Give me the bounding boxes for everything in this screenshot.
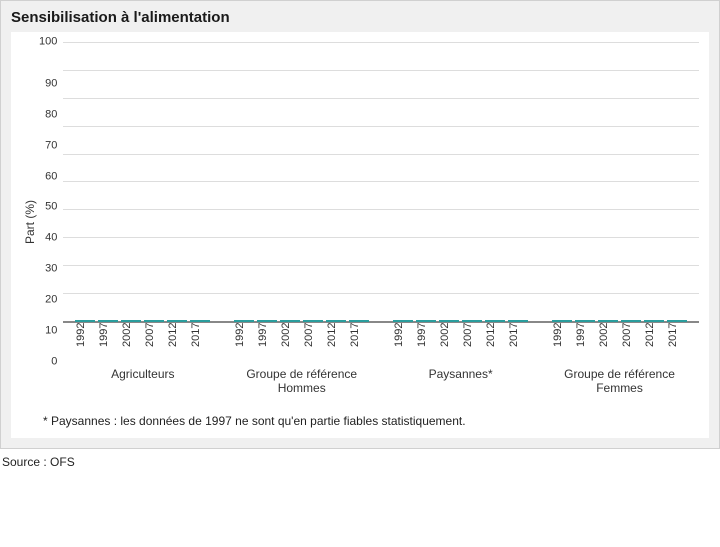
- y-tick: 80: [45, 109, 57, 120]
- bar: [508, 320, 528, 322]
- year-label: 2017: [508, 323, 528, 361]
- y-tick: 90: [45, 78, 57, 89]
- year-label: 2012: [644, 323, 664, 361]
- source-text: Source : OFS: [0, 449, 720, 473]
- plot-area: [63, 42, 699, 323]
- bar: [644, 320, 664, 322]
- y-tick: 0: [51, 356, 57, 367]
- y-tick: 100: [39, 37, 57, 48]
- bar: [393, 320, 413, 322]
- x-axis-labels: 199219972002200720122017Agriculteurs1992…: [63, 323, 699, 402]
- y-tick: 30: [45, 264, 57, 275]
- bar: [144, 320, 164, 322]
- bar-group: [381, 320, 540, 322]
- year-label: 2007: [462, 323, 482, 361]
- bar: [439, 320, 459, 322]
- year-label: 1997: [98, 323, 118, 361]
- group-label: Paysannes*: [429, 367, 493, 381]
- bar: [575, 320, 595, 322]
- y-tick: 40: [45, 233, 57, 244]
- year-label: 1992: [552, 323, 572, 361]
- x-group: 199219972002200720122017 Paysannes*: [381, 323, 540, 402]
- bar-group: [540, 320, 699, 322]
- bar: [349, 320, 369, 322]
- y-tick: 70: [45, 140, 57, 151]
- x-group: 199219972002200720122017 Groupe de référe…: [222, 323, 381, 402]
- chart-body: Part (%) 1009080706050403020100 19921997…: [11, 32, 709, 438]
- y-tick: 60: [45, 171, 57, 182]
- bar-group: [63, 320, 222, 322]
- year-label: 2012: [485, 323, 505, 361]
- gridlines: [63, 42, 699, 322]
- bar: [234, 320, 254, 322]
- footnote: * Paysannes : les données de 1997 ne son…: [31, 402, 689, 438]
- year-label: 2012: [167, 323, 187, 361]
- year-label: 2002: [280, 323, 300, 361]
- year-label: 2002: [598, 323, 618, 361]
- bar: [416, 320, 436, 322]
- bar: [485, 320, 505, 322]
- bar: [280, 320, 300, 322]
- bar: [621, 320, 641, 322]
- bar: [98, 320, 118, 322]
- year-label: 2007: [144, 323, 164, 361]
- bar: [462, 320, 482, 322]
- bar-group: [222, 320, 381, 322]
- bar: [190, 320, 210, 322]
- year-label: 2017: [349, 323, 369, 361]
- year-label: 1997: [257, 323, 277, 361]
- year-label: 1992: [234, 323, 254, 361]
- year-label: 2007: [303, 323, 323, 361]
- year-label: 2012: [326, 323, 346, 361]
- group-label: Groupe de référenceFemmes: [564, 367, 675, 396]
- x-group: 199219972002200720122017 Groupe de référe…: [540, 323, 699, 402]
- bar: [75, 320, 95, 322]
- bar: [598, 320, 618, 322]
- group-label: Agriculteurs: [111, 367, 174, 381]
- year-label: 2002: [439, 323, 459, 361]
- bar: [121, 320, 141, 322]
- y-tick: 10: [45, 326, 57, 337]
- year-label: 2017: [667, 323, 687, 361]
- chart-title: Sensibilisation à l'alimentation: [1, 1, 719, 32]
- bar: [303, 320, 323, 322]
- year-label: 2007: [621, 323, 641, 361]
- bar: [552, 320, 572, 322]
- year-label: 2017: [190, 323, 210, 361]
- bar: [667, 320, 687, 322]
- chart-container: Sensibilisation à l'alimentation Part (%…: [0, 0, 720, 449]
- bar: [167, 320, 187, 322]
- year-label: 1992: [393, 323, 413, 361]
- y-axis-ticks: 1009080706050403020100: [39, 42, 63, 362]
- y-tick: 50: [45, 202, 57, 213]
- y-tick: 20: [45, 295, 57, 306]
- year-label: 1997: [416, 323, 436, 361]
- bar: [326, 320, 346, 322]
- x-group: 199219972002200720122017 Agriculteurs: [63, 323, 222, 402]
- year-label: 1992: [75, 323, 95, 361]
- year-label: 2002: [121, 323, 141, 361]
- year-label: 1997: [575, 323, 595, 361]
- bar: [257, 320, 277, 322]
- y-axis-label: Part (%): [21, 42, 39, 402]
- group-label: Groupe de référenceHommes: [246, 367, 357, 396]
